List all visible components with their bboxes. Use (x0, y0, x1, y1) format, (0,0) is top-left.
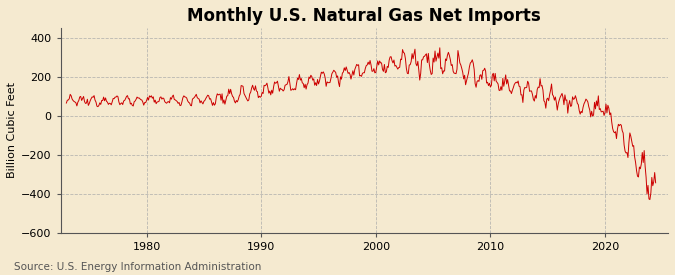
Title: Monthly U.S. Natural Gas Net Imports: Monthly U.S. Natural Gas Net Imports (188, 7, 541, 25)
Text: Source: U.S. Energy Information Administration: Source: U.S. Energy Information Administ… (14, 262, 261, 272)
Y-axis label: Billion Cubic Feet: Billion Cubic Feet (7, 82, 17, 178)
